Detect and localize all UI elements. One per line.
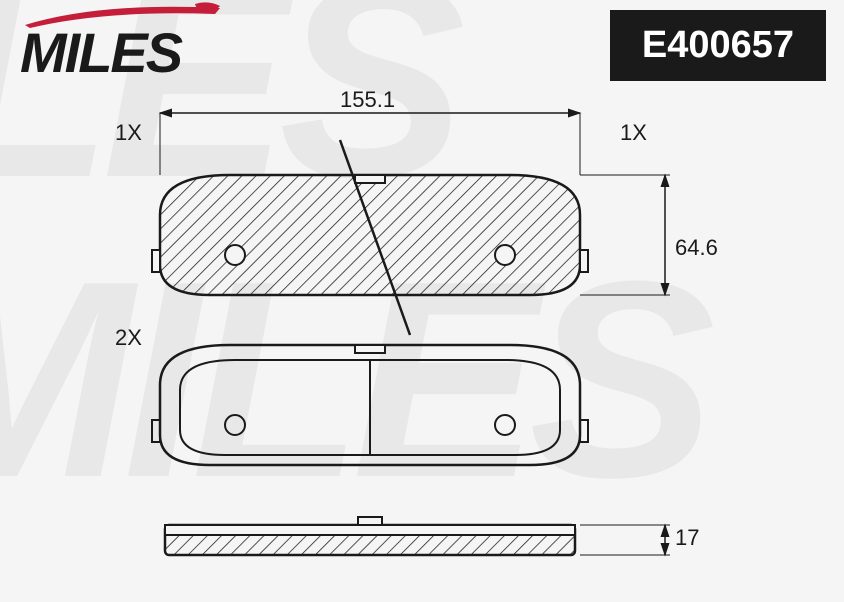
technical-diagram: 155.1 64.6 17 1X 1X 2X (110, 95, 750, 585)
qty-top-left: 1X (115, 120, 142, 146)
qty-top-right: 1X (620, 120, 647, 146)
brake-pad-top (152, 140, 588, 335)
part-number-badge: E400657 (610, 10, 826, 81)
brake-pad-middle (152, 345, 588, 465)
dim-thickness: 17 (675, 525, 699, 551)
brake-pad-drawing (110, 95, 750, 585)
dim-height: 64.6 (675, 235, 718, 261)
qty-mid-left: 2X (115, 325, 142, 351)
brand-logo: MILES (20, 5, 181, 70)
brand-name: MILES (20, 20, 181, 85)
brake-pad-side (165, 517, 575, 555)
dim-width: 155.1 (340, 87, 395, 113)
